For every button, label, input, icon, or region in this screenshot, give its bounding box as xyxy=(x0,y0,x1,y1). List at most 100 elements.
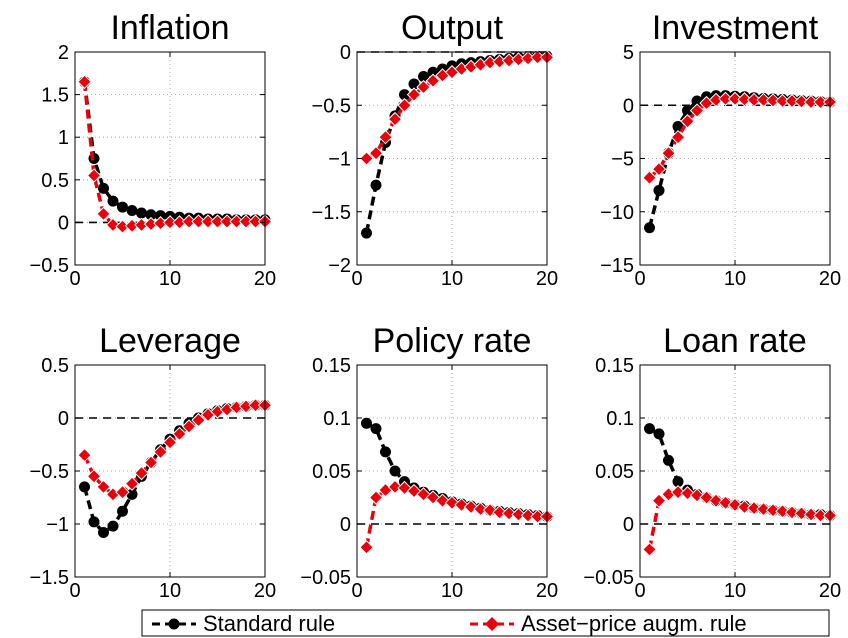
y-tick-label: 0 xyxy=(340,514,351,536)
data-point-asset-price xyxy=(530,509,545,524)
data-point-asset-price xyxy=(718,91,733,107)
data-point-asset-price xyxy=(454,497,469,513)
data-point-asset-price xyxy=(718,495,733,511)
y-tick-label: −0.05 xyxy=(300,567,351,589)
data-point-asset-price xyxy=(200,214,216,229)
x-tick-label: 0 xyxy=(69,268,80,290)
data-point-asset-price xyxy=(86,168,102,183)
data-point-asset-price xyxy=(803,507,819,522)
x-tick-label: 0 xyxy=(69,580,80,602)
y-tick-label: 1.5 xyxy=(41,85,69,107)
data-point-asset-price xyxy=(492,505,507,520)
data-point-asset-price xyxy=(368,490,384,505)
data-point-standard xyxy=(672,476,684,488)
y-tick-label: −1.5 xyxy=(312,202,351,224)
y-tick-label: −10 xyxy=(600,202,634,224)
y-tick-label: −1.5 xyxy=(30,567,69,589)
data-point-asset-price xyxy=(134,465,149,481)
data-point-asset-price xyxy=(86,469,102,484)
data-point-asset-price xyxy=(229,214,244,229)
data-point-asset-price xyxy=(680,486,695,501)
data-point-asset-price xyxy=(387,111,403,127)
data-point-asset-price xyxy=(248,214,263,229)
x-tick-label: 0 xyxy=(634,580,645,602)
data-point-asset-price xyxy=(756,92,771,108)
data-point-asset-price xyxy=(96,479,111,495)
legend-marker-standard xyxy=(168,618,180,630)
data-point-asset-price xyxy=(670,129,686,145)
data-point-asset-price xyxy=(435,493,450,508)
data-point-asset-price xyxy=(238,214,254,229)
data-point-asset-price xyxy=(463,499,479,515)
y-tick-label: −1 xyxy=(46,514,69,536)
panel-leverage: 0 10 20 −1.5 −1 −0.5 0 0.5 Leverage xyxy=(30,322,277,602)
data-point-asset-price xyxy=(378,129,393,145)
data-point-standard xyxy=(126,488,138,500)
x-tick-label: 10 xyxy=(159,580,181,602)
y-tick-label: 5 xyxy=(623,42,634,64)
data-point-standard xyxy=(98,526,109,538)
data-point-standard xyxy=(79,481,90,493)
data-point-asset-price xyxy=(680,114,695,129)
data-point-standard xyxy=(370,423,382,435)
data-point-asset-price xyxy=(501,506,517,521)
data-point-asset-price xyxy=(77,447,92,463)
x-tick-label: 10 xyxy=(159,268,181,290)
data-point-standard xyxy=(389,465,401,477)
y-tick-label: −2 xyxy=(328,255,351,277)
data-point-standard xyxy=(653,428,665,440)
y-tick-label: 0.1 xyxy=(323,408,351,430)
plot-area xyxy=(75,52,265,265)
y-tick-label: −0.5 xyxy=(312,95,351,117)
y-tick-label: 0 xyxy=(58,408,69,430)
data-point-asset-price xyxy=(520,508,536,523)
data-point-asset-price xyxy=(689,103,705,118)
data-point-standard xyxy=(126,204,138,216)
legend-marker-asset xyxy=(485,617,499,631)
plot-area xyxy=(640,52,830,265)
data-point-asset-price xyxy=(359,151,374,166)
y-tick-label: 0.15 xyxy=(312,355,351,377)
panel-title: Loan rate xyxy=(663,322,807,360)
x-tick-label: 10 xyxy=(724,580,746,602)
data-point-asset-price xyxy=(642,170,657,185)
y-tick-label: 2 xyxy=(58,42,69,64)
panel-investment: 0 10 20 −15 −10 −5 0 5 Investment xyxy=(600,9,841,290)
data-point-standard xyxy=(644,222,655,234)
data-point-asset-price xyxy=(746,92,762,108)
data-point-asset-price xyxy=(387,479,403,495)
data-point-asset-price xyxy=(368,145,384,161)
data-point-asset-price xyxy=(181,419,197,434)
data-point-asset-price xyxy=(775,93,790,109)
data-point-asset-price xyxy=(359,540,374,555)
y-tick-label: 0 xyxy=(58,212,69,234)
data-point-standard xyxy=(653,184,665,196)
data-point-asset-price xyxy=(727,91,743,107)
data-point-asset-price xyxy=(784,505,800,520)
y-tick-label: 1 xyxy=(58,127,69,149)
legend-label-asset: Asset−price augm. rule xyxy=(521,611,747,636)
y-tick-label: 0.05 xyxy=(312,461,351,483)
data-point-asset-price xyxy=(708,493,724,508)
data-point-asset-price xyxy=(794,94,809,109)
x-tick-label: 20 xyxy=(536,580,558,602)
x-tick-label: 0 xyxy=(351,580,362,602)
x-tick-label: 10 xyxy=(724,268,746,290)
panel-title: Leverage xyxy=(99,322,241,360)
data-point-standard xyxy=(418,70,429,82)
data-point-asset-price xyxy=(115,484,130,500)
data-point-asset-price xyxy=(248,398,263,413)
panel-output: 0 10 20 −2 −1.5 −1 −0.5 0 Output xyxy=(312,9,559,290)
data-point-asset-price xyxy=(530,50,545,65)
data-point-asset-price xyxy=(181,214,197,229)
x-tick-label: 20 xyxy=(254,580,276,602)
legend: Standard rule Asset−price augm. rule xyxy=(141,609,830,637)
x-tick-label: 20 xyxy=(536,268,558,290)
data-point-asset-price xyxy=(651,161,667,177)
data-point-asset-price xyxy=(77,74,92,90)
data-point-asset-price xyxy=(482,503,498,518)
data-point-standard xyxy=(88,516,100,528)
y-tick-label: 0.5 xyxy=(41,355,69,377)
